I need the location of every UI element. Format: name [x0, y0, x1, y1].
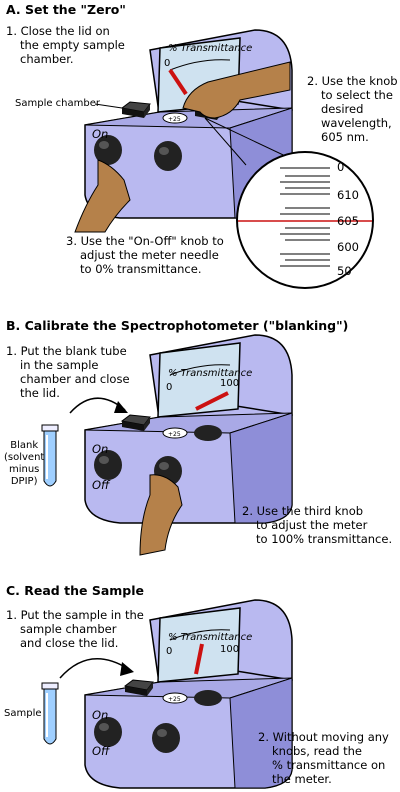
- panel-c-device: [59, 599, 293, 789]
- panel-b-meter-zero: 0: [166, 382, 173, 393]
- sample-chamber-label: Sample chamber: [15, 98, 100, 109]
- lens-tick-50: 50: [337, 264, 352, 278]
- panel-c-step-1: 1. Put the sample in the sample chamber …: [6, 608, 144, 650]
- lens-tick-605: 605: [337, 214, 359, 228]
- sample-tube: [41, 682, 59, 745]
- panel-b-device: [69, 334, 293, 556]
- lens-tick-610: 610: [337, 188, 359, 202]
- panel-c-step-2: 2. Without moving any knobs, read the % …: [258, 730, 389, 786]
- panel-b-off-label: Off: [92, 478, 110, 492]
- panel-a-step-2: 2. Use the knob to select the desired wa…: [307, 74, 398, 144]
- panel-b-heading: B. Calibrate the Spectrophotometer ("bla…: [6, 318, 349, 333]
- panel-a-step-3: 3. Use the "On-Off" knob to adjust the m…: [66, 234, 224, 276]
- panel-c-on-label: On: [92, 708, 109, 722]
- panel-b-step-1: 1. Put the blank tube in the sample cham…: [6, 344, 130, 400]
- panel-a-meter-zero: 0: [164, 58, 171, 69]
- lens-tick-600: 600: [337, 240, 359, 254]
- panel-c-off-label: Off: [92, 744, 110, 758]
- blank-tube-label: Blank (solvent minus DPIP): [4, 440, 45, 487]
- panel-a-meter-title: % Transmittance: [168, 43, 253, 54]
- wavelength-magnifier: [236, 151, 374, 289]
- panel-b-step-2: 2. Use the third knob to adjust the mete…: [242, 504, 393, 546]
- panel-a-heading: A. Set the "Zero": [6, 2, 126, 17]
- lens-tick-0: 0: [337, 160, 345, 174]
- blank-tube: [41, 424, 59, 487]
- panel-c-heading: C. Read the Sample: [6, 583, 144, 598]
- panel-a-step-1: 1. Close the lid on the empty sample cha…: [6, 24, 125, 66]
- sample-tube-label: Sample: [4, 708, 42, 719]
- panel-b-on-label: On: [92, 442, 109, 456]
- panel-c-meter-title: % Transmittance: [168, 632, 253, 643]
- panel-c-meter-hundred: 100: [220, 644, 240, 655]
- panel-a-on-label: On: [92, 127, 109, 141]
- panel-c-meter-zero: 0: [166, 646, 173, 657]
- panel-a-device: [74, 29, 333, 233]
- panel-b-meter-title: % Transmittance: [168, 368, 253, 379]
- panel-b-meter-hundred: 100: [220, 378, 240, 389]
